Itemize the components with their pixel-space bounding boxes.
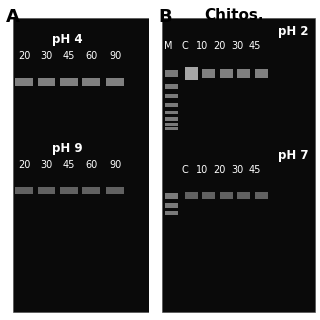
Bar bbox=[185, 192, 198, 199]
Bar bbox=[60, 187, 77, 194]
Text: M: M bbox=[164, 41, 172, 51]
Text: C: C bbox=[181, 41, 188, 51]
Bar bbox=[165, 103, 178, 107]
Text: pH 9: pH 9 bbox=[52, 142, 83, 155]
Bar bbox=[38, 187, 55, 194]
Text: 30: 30 bbox=[40, 51, 52, 61]
Text: 45: 45 bbox=[63, 51, 75, 61]
Bar bbox=[15, 187, 33, 194]
Bar bbox=[237, 192, 250, 199]
Bar bbox=[185, 67, 198, 80]
Text: 20: 20 bbox=[214, 165, 226, 175]
Text: pH 2: pH 2 bbox=[278, 26, 309, 38]
Bar bbox=[220, 69, 233, 78]
Bar bbox=[13, 18, 149, 312]
Bar bbox=[165, 111, 178, 114]
Bar bbox=[38, 77, 55, 85]
Text: 10: 10 bbox=[196, 41, 208, 51]
Text: 45: 45 bbox=[249, 41, 261, 51]
Text: pH 7: pH 7 bbox=[278, 149, 309, 162]
Text: 60: 60 bbox=[85, 160, 97, 171]
Bar bbox=[60, 77, 77, 85]
Text: 30: 30 bbox=[231, 41, 243, 51]
Bar bbox=[106, 77, 124, 85]
Text: 20: 20 bbox=[214, 41, 226, 51]
Bar bbox=[15, 77, 33, 85]
Bar bbox=[165, 123, 178, 125]
Bar bbox=[165, 127, 178, 130]
Text: 90: 90 bbox=[109, 51, 121, 61]
Bar bbox=[220, 192, 233, 199]
Bar bbox=[165, 70, 178, 77]
Bar bbox=[165, 94, 178, 98]
Text: 30: 30 bbox=[40, 160, 52, 171]
Bar bbox=[202, 192, 215, 199]
Text: 20: 20 bbox=[18, 160, 30, 171]
Bar bbox=[165, 193, 178, 199]
Bar bbox=[202, 69, 215, 78]
Text: Chitos.: Chitos. bbox=[204, 8, 263, 23]
Text: 60: 60 bbox=[85, 51, 97, 61]
Text: 45: 45 bbox=[249, 165, 261, 175]
Text: 45: 45 bbox=[63, 160, 75, 171]
Bar bbox=[165, 211, 178, 215]
Bar bbox=[165, 203, 178, 208]
Text: A: A bbox=[6, 8, 20, 26]
Text: 90: 90 bbox=[109, 160, 121, 171]
Text: 30: 30 bbox=[231, 165, 243, 175]
Bar bbox=[149, 0, 162, 320]
Bar bbox=[82, 187, 100, 194]
Bar bbox=[82, 77, 100, 85]
Bar bbox=[255, 69, 268, 78]
Text: pH 4: pH 4 bbox=[52, 34, 83, 46]
Bar bbox=[162, 18, 315, 312]
Bar bbox=[106, 187, 124, 194]
Bar bbox=[255, 192, 268, 199]
Text: B: B bbox=[158, 8, 172, 26]
Text: C: C bbox=[181, 165, 188, 175]
Bar bbox=[165, 117, 178, 121]
Text: 10: 10 bbox=[196, 165, 208, 175]
Bar bbox=[165, 84, 178, 89]
Bar bbox=[237, 69, 250, 78]
Text: 20: 20 bbox=[18, 51, 30, 61]
